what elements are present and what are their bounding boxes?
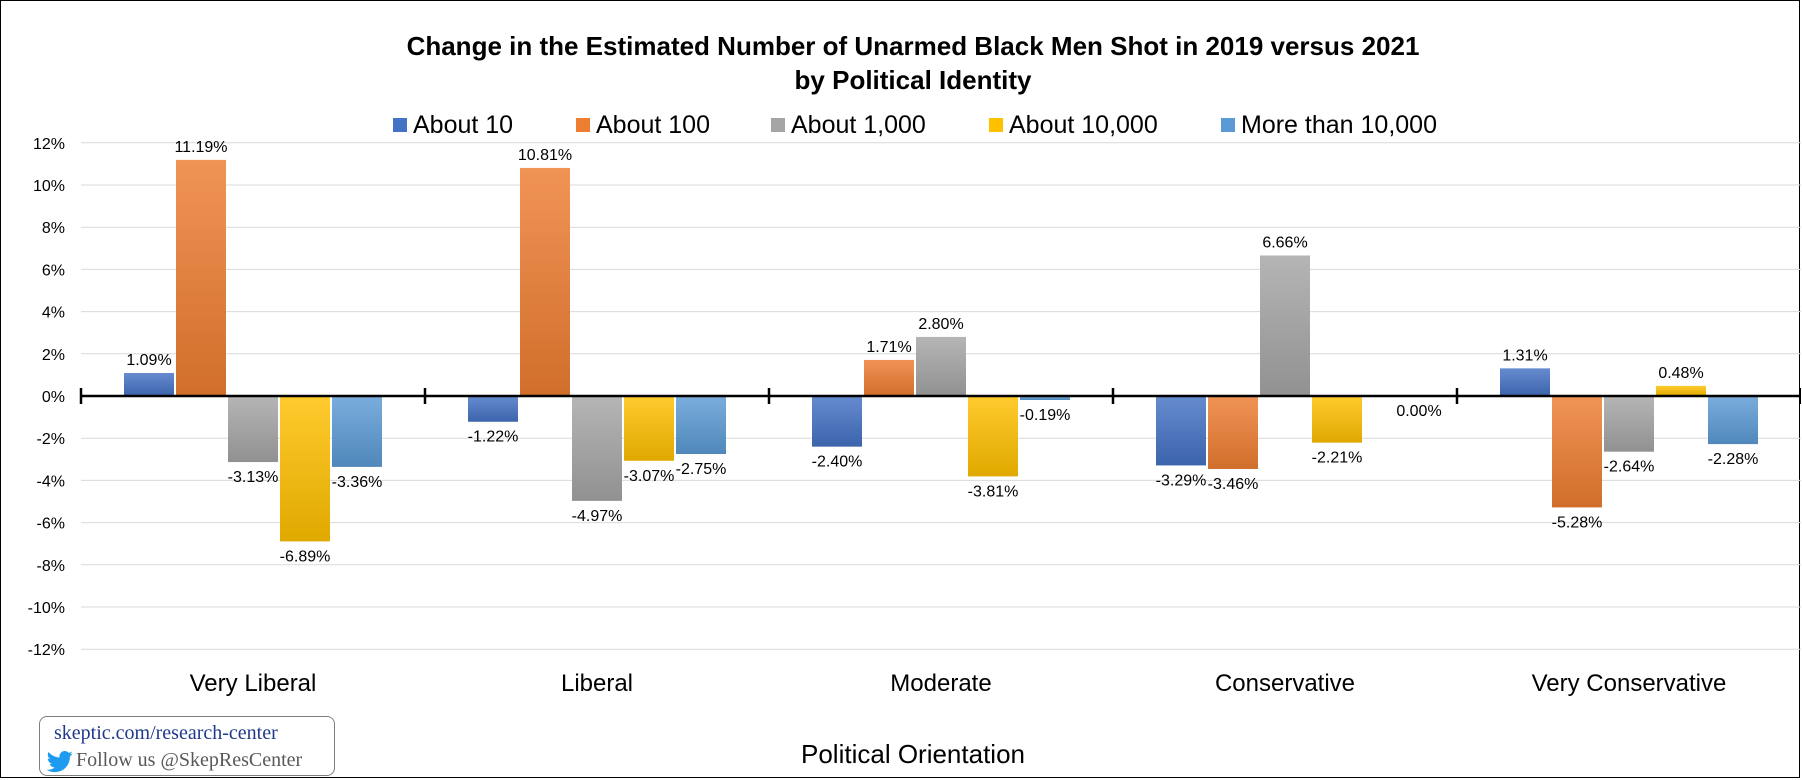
category-label: Very Conservative	[1532, 670, 1727, 697]
y-tick-label: -4%	[37, 473, 65, 490]
x-axis-title: Political Orientation	[801, 739, 1025, 769]
legend-swatch	[576, 118, 590, 132]
bar	[1500, 368, 1550, 396]
category-label: Conservative	[1215, 670, 1355, 697]
data-label: 6.66%	[1262, 234, 1307, 251]
data-label: -1.22%	[468, 429, 519, 446]
data-label: -3.07%	[624, 468, 675, 485]
y-tick-label: 2%	[42, 347, 65, 364]
bar	[1604, 396, 1654, 452]
data-label: 0.48%	[1658, 365, 1703, 382]
bar	[624, 396, 674, 461]
bar	[468, 396, 518, 422]
bar	[916, 336, 966, 396]
y-tick-label: -2%	[37, 431, 65, 448]
bar	[228, 396, 278, 463]
site-link[interactable]: skeptic.com/research-center	[54, 722, 278, 744]
legend-swatch	[989, 118, 1003, 132]
data-label: 0.00%	[1396, 403, 1441, 420]
y-tick-label: -8%	[37, 558, 65, 575]
x-axis	[79, 388, 1801, 404]
category-label: Liberal	[561, 670, 633, 697]
y-tick-label: 6%	[42, 262, 65, 279]
bar	[676, 396, 726, 455]
data-label: -3.81%	[968, 483, 1019, 500]
bar	[280, 396, 330, 542]
data-label: -6.89%	[280, 548, 331, 565]
bar	[332, 396, 382, 467]
bar	[812, 396, 862, 447]
bars	[124, 159, 1758, 542]
data-label: 11.19%	[174, 139, 227, 156]
research-center-badge[interactable]: skeptic.com/research-center Follow us @S…	[39, 716, 335, 776]
bar	[124, 373, 174, 396]
bar	[864, 359, 914, 396]
category-labels: Very Liberal Liberal Moderate Conservative V…	[190, 670, 1727, 697]
y-tick-label: 10%	[33, 178, 65, 195]
bar	[968, 396, 1018, 477]
y-tick-label: -6%	[37, 516, 65, 533]
legend-label: About 10	[413, 111, 513, 139]
data-label: 1.09%	[126, 352, 171, 369]
chart-title: Change in the Estimated Number of Unarme…	[407, 31, 1420, 61]
data-label: -3.29%	[1156, 472, 1207, 489]
y-axis: 12% 10% 8% 6% 4% 2% 0% -2% -4% -6% -8% -10% -12%	[28, 136, 65, 659]
data-label: 2.80%	[918, 316, 963, 333]
legend-label: About 1,000	[791, 111, 926, 139]
legend: About 10 About 100 About 1,000 About 10,000…	[393, 111, 1437, 139]
bar	[1156, 396, 1206, 466]
legend-swatch	[393, 118, 407, 132]
bar	[1552, 396, 1602, 508]
data-label: -2.21%	[1312, 450, 1363, 467]
y-tick-label: -10%	[28, 600, 65, 617]
bar	[1656, 385, 1706, 396]
data-label: -3.46%	[1208, 476, 1259, 493]
y-tick-label: 8%	[42, 220, 65, 237]
legend-label: About 100	[596, 111, 710, 139]
data-label: -2.64%	[1604, 459, 1655, 476]
y-tick-label: 12%	[33, 136, 65, 153]
category-label: Moderate	[890, 670, 991, 697]
data-label: -2.40%	[812, 454, 863, 471]
category-label: Very Liberal	[190, 670, 317, 697]
data-label: -3.36%	[332, 474, 383, 491]
y-tick-label: 4%	[42, 305, 65, 322]
data-label: -5.28%	[1552, 514, 1603, 531]
legend-label: More than 10,000	[1241, 111, 1437, 139]
bar	[1208, 396, 1258, 470]
bar	[520, 167, 570, 396]
bar	[1312, 396, 1362, 443]
legend-swatch	[1221, 118, 1235, 132]
bar	[1260, 255, 1310, 396]
legend-swatch	[771, 118, 785, 132]
legend-label: About 10,000	[1009, 111, 1158, 139]
data-label: -0.19%	[1020, 407, 1071, 424]
bar	[1020, 396, 1070, 401]
bar	[176, 159, 226, 396]
data-label: -4.97%	[572, 508, 623, 525]
follow-handle[interactable]: Follow us @SkepResCenter	[76, 749, 303, 771]
data-labels: 1.09% 11.19% -3.13% -6.89% -3.36% -1.22% 10.81…	[126, 139, 1758, 565]
data-label: 1.31%	[1502, 347, 1547, 364]
data-label: -3.13%	[228, 469, 279, 486]
bar	[1708, 396, 1758, 445]
data-label: -2.28%	[1708, 451, 1759, 468]
chart-subtitle: by Political Identity	[795, 65, 1032, 95]
y-tick-label: 0%	[42, 389, 65, 406]
bar	[572, 396, 622, 501]
data-label: -2.75%	[676, 461, 727, 478]
data-label: 1.71%	[866, 339, 911, 356]
twitter-icon	[46, 751, 73, 773]
data-label: 10.81%	[518, 147, 572, 164]
y-tick-label: -12%	[28, 642, 65, 659]
